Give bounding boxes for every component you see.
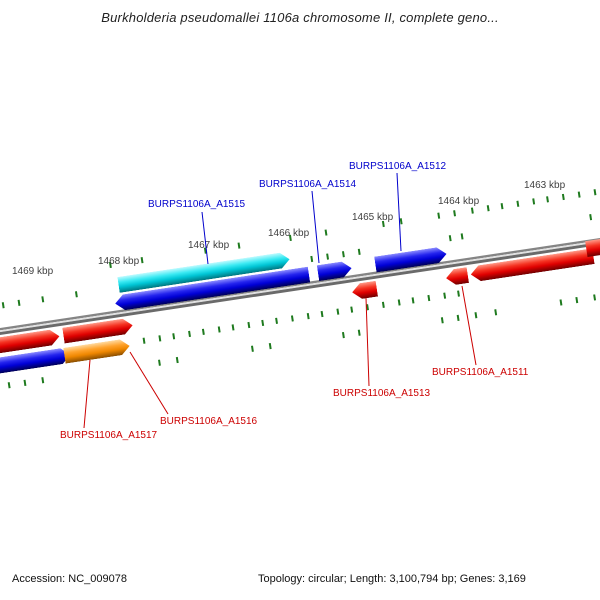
feature-tick bbox=[474, 312, 478, 319]
feature-tick bbox=[172, 333, 176, 340]
feature-tick bbox=[17, 299, 21, 306]
ruler-label: 1468 kbp bbox=[98, 256, 140, 267]
gene-label-BURPS1106A_A1512[interactable]: BURPS1106A_A1512 bbox=[349, 161, 447, 172]
ruler-label: 1463 kbp bbox=[524, 180, 566, 191]
feature-tick bbox=[457, 290, 460, 297]
gene-label-BURPS1106A_A1515[interactable]: BURPS1106A_A1515 bbox=[148, 199, 246, 210]
feature-tick bbox=[237, 242, 241, 249]
gene-arrow-BURPS1106A_A1513[interactable] bbox=[351, 281, 378, 301]
feature-tick bbox=[341, 331, 345, 339]
feature-tick bbox=[268, 342, 272, 350]
feature-tick bbox=[532, 198, 536, 205]
gene-label-BURPS1106A_A1517[interactable]: BURPS1106A_A1517 bbox=[60, 430, 158, 441]
feature-tick bbox=[41, 296, 45, 303]
feature-tick bbox=[453, 210, 457, 217]
ruler-label: 1465 kbp bbox=[352, 212, 394, 223]
feature-tick bbox=[336, 308, 340, 315]
feature-tick bbox=[546, 196, 549, 203]
feature-tick bbox=[250, 345, 254, 352]
feature-tick bbox=[561, 193, 565, 201]
feature-tick bbox=[494, 309, 498, 316]
feature-tick bbox=[486, 205, 490, 212]
feature-tick bbox=[23, 379, 27, 386]
leader-line bbox=[83, 359, 91, 429]
feature-tick bbox=[559, 299, 563, 306]
feature-tick bbox=[577, 191, 581, 198]
feature-tick bbox=[142, 337, 146, 344]
feature-tick bbox=[175, 356, 179, 364]
feature-tick bbox=[41, 377, 45, 384]
feature-tick bbox=[470, 207, 474, 214]
leader-line bbox=[201, 211, 209, 265]
feature-tick bbox=[341, 251, 345, 258]
leader-line bbox=[129, 351, 169, 415]
feature-tick bbox=[231, 324, 235, 331]
ruler-label: 1469 kbp bbox=[12, 266, 54, 277]
feature-tick bbox=[589, 214, 593, 221]
feature-tick bbox=[140, 257, 144, 264]
accession-text: Accession: NC_009078 bbox=[12, 573, 127, 585]
feature-tick bbox=[290, 315, 294, 322]
feature-tick bbox=[575, 296, 579, 304]
leader-line bbox=[365, 297, 370, 387]
feature-tick bbox=[437, 212, 441, 219]
feature-tick bbox=[158, 335, 162, 342]
feature-tick bbox=[443, 292, 447, 299]
feature-tick bbox=[397, 299, 401, 306]
feature-tick bbox=[427, 294, 431, 302]
ruler-label: 1467 kbp bbox=[188, 240, 230, 251]
feature-tick bbox=[1, 302, 5, 309]
gene-label-BURPS1106A_A1514[interactable]: BURPS1106A_A1514 bbox=[259, 179, 357, 190]
leader-line bbox=[461, 285, 477, 366]
leader-line bbox=[311, 190, 320, 264]
ruler-label: 1466 kbp bbox=[268, 228, 310, 239]
feature-tick bbox=[326, 253, 330, 260]
feature-tick bbox=[324, 229, 328, 236]
feature-tick bbox=[158, 359, 161, 366]
feature-tick bbox=[411, 297, 415, 304]
feature-tick bbox=[440, 317, 444, 324]
feature-tick bbox=[188, 330, 191, 338]
feature-tick bbox=[366, 304, 369, 311]
gene-label-BURPS1106A_A1516[interactable]: BURPS1106A_A1516 bbox=[160, 416, 258, 427]
feature-tick bbox=[516, 200, 520, 207]
feature-tick bbox=[306, 313, 310, 320]
feature-tick bbox=[247, 321, 251, 329]
topology-text: Topology: circular; Length: 3,100,794 bp… bbox=[258, 573, 526, 585]
feature-tick bbox=[357, 329, 361, 336]
feature-tick bbox=[310, 255, 314, 263]
gene-arrow-BURPS1106A_A1511[interactable] bbox=[445, 267, 469, 286]
gene-label-BURPS1106A_A1511[interactable]: BURPS1106A_A1511 bbox=[432, 367, 529, 378]
feature-tick bbox=[593, 294, 597, 301]
feature-tick bbox=[593, 189, 597, 196]
feature-tick bbox=[500, 203, 504, 210]
feature-tick bbox=[217, 326, 221, 333]
feature-tick bbox=[460, 233, 464, 240]
feature-tick bbox=[201, 328, 205, 335]
feature-tick bbox=[320, 310, 324, 318]
feature-tick bbox=[456, 314, 460, 322]
feature-tick bbox=[381, 301, 385, 308]
genome-axis-group bbox=[0, 189, 600, 389]
feature-tick bbox=[261, 319, 265, 327]
feature-tick bbox=[399, 218, 403, 225]
feature-tick bbox=[7, 382, 11, 389]
feature-tick bbox=[350, 306, 354, 313]
feature-tick bbox=[74, 291, 78, 298]
feature-tick bbox=[275, 317, 278, 324]
page-title: Burkholderia pseudomallei 1106a chromoso… bbox=[101, 10, 499, 25]
feature-tick bbox=[448, 235, 452, 242]
gene-label-BURPS1106A_A1513[interactable]: BURPS1106A_A1513 bbox=[333, 388, 431, 399]
feature-tick bbox=[357, 248, 361, 255]
leader-line bbox=[396, 172, 402, 252]
ruler-label: 1464 kbp bbox=[438, 196, 480, 207]
